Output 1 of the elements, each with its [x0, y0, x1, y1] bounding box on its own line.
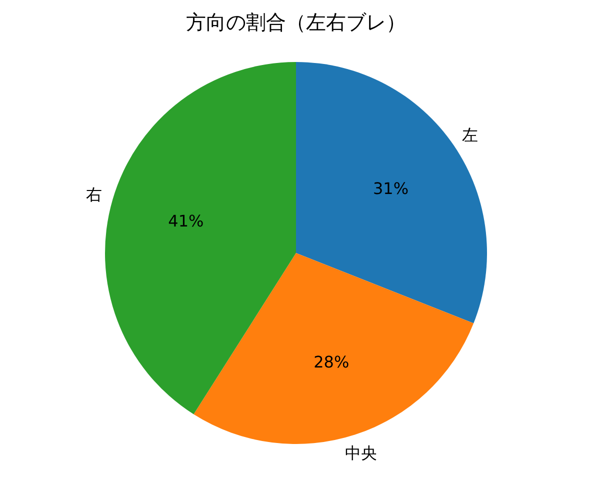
title: 方向の割合（左右ブレ）: [186, 10, 406, 34]
